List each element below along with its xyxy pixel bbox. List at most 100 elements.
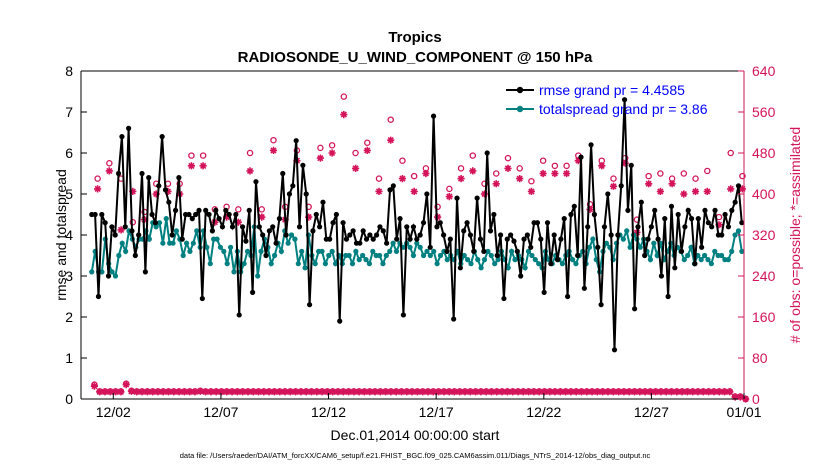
obs-assimilated-point [199, 162, 207, 170]
totalspread-point [620, 236, 626, 242]
totalspread-point [231, 269, 237, 275]
rmse-point [601, 224, 608, 230]
obs-assimilated-point [742, 395, 750, 403]
rmse-point [172, 207, 179, 213]
rmse-point [538, 236, 544, 242]
obs-assimilated-point [223, 388, 231, 396]
obs-possible-point [434, 203, 441, 211]
obs-assimilated-point [376, 388, 384, 396]
x-ticks: 12/02 12/07 12/12 12/17 12/22 12/27 01/01 [96, 393, 762, 420]
obs-assimilated-point [562, 388, 570, 396]
totalspread-point [718, 252, 725, 259]
obs-assimilated-point [657, 388, 665, 396]
rmse-point [313, 211, 319, 218]
obs-possible-point [317, 144, 324, 152]
obs-assimilated-point [699, 388, 707, 396]
rmse-point [337, 318, 343, 324]
obs-assimilated-point [305, 213, 313, 221]
obs-assimilated-point [514, 388, 522, 396]
rmse-point [400, 312, 407, 318]
rmse-point [444, 248, 450, 254]
totalspread-point [505, 265, 511, 271]
rmse-point [122, 224, 128, 230]
obs-assimilated-point [323, 388, 331, 396]
rmse-point [638, 199, 644, 205]
x-tick-label: 12/02 [96, 404, 131, 420]
obs-assimilated-point [127, 387, 136, 395]
totalspread-point [268, 261, 274, 267]
rmse-point [256, 224, 262, 230]
totalspread-point [112, 273, 119, 279]
obs-assimilated-point [667, 388, 676, 396]
totalspread-point [461, 252, 467, 259]
obs-assimilated-point [217, 388, 226, 396]
obs-assimilated-point [276, 388, 284, 396]
obs-assimilated-point [588, 388, 596, 396]
rmse-point [246, 207, 252, 213]
totalspread-point [492, 261, 498, 267]
rmse-point [541, 289, 547, 295]
rmse-point [363, 236, 370, 242]
obs-assimilated-point [691, 187, 700, 195]
obs-assimilated-point [254, 388, 263, 396]
totalspread-point [163, 216, 169, 222]
totalspread-point [536, 261, 542, 267]
obs-assimilated-point [456, 388, 464, 396]
obs-assimilated-point [727, 185, 735, 193]
y2-axis-label: # of obs: o=possible; *=assimilated [787, 127, 803, 343]
rmse-point [330, 220, 336, 226]
rmse-point [632, 306, 638, 312]
rmse-point [119, 134, 125, 140]
totalspread-point [180, 252, 186, 259]
obs-assimilated-point [652, 388, 660, 396]
obs-assimilated-point [143, 388, 151, 396]
totalspread-point [698, 257, 704, 263]
obs-assimilated-point [440, 388, 448, 396]
obs-assimilated-point [117, 388, 125, 396]
rmse-point [360, 228, 366, 234]
obs-assimilated-point [726, 388, 734, 396]
rmse-point [722, 211, 728, 218]
rmse-point [193, 211, 199, 218]
obs-assimilated-point [180, 388, 188, 396]
obs-possible-point [188, 152, 195, 159]
rmse-point [390, 183, 396, 189]
rmse-point [414, 236, 420, 242]
rmse-point [384, 240, 390, 246]
totalspread-point [302, 265, 308, 271]
rmse-point [658, 273, 665, 279]
rmse-point [528, 244, 534, 250]
obs-assimilated-point [152, 190, 160, 198]
rmse-point [554, 257, 561, 263]
obs-assimilated-point [645, 180, 653, 188]
obs-assimilated-point [621, 159, 629, 167]
obs-assimilated-point [615, 388, 623, 396]
rmse-point [471, 248, 477, 254]
rmse-point [484, 150, 490, 156]
totalspread-point [478, 265, 484, 271]
obs-possible-point [704, 167, 711, 175]
totalspread-point [590, 236, 596, 242]
rmse-point [668, 203, 675, 209]
obs-assimilated-point [202, 388, 210, 396]
rmse-point [286, 191, 293, 197]
rmse-point [102, 220, 108, 226]
rmse-point [343, 236, 350, 242]
totalspread-point [532, 257, 538, 263]
rmse-point [548, 261, 554, 267]
rmse-point [206, 211, 212, 218]
obs-assimilated-point [164, 187, 172, 195]
obs-assimilated-point [350, 388, 358, 396]
rmse-point [719, 232, 725, 238]
totalspread-point [525, 248, 532, 254]
rmse-point [497, 232, 504, 238]
obs-assimilated-point [450, 388, 458, 396]
totalspread-point [434, 261, 440, 267]
rmse-point [662, 216, 668, 222]
obs-assimilated-point [410, 187, 418, 195]
obs-assimilated-point [112, 388, 120, 396]
obs-assimilated-point [363, 146, 371, 154]
rmse-point [203, 207, 209, 213]
obs-assimilated-point [583, 388, 591, 396]
totalspread-point [241, 261, 247, 267]
